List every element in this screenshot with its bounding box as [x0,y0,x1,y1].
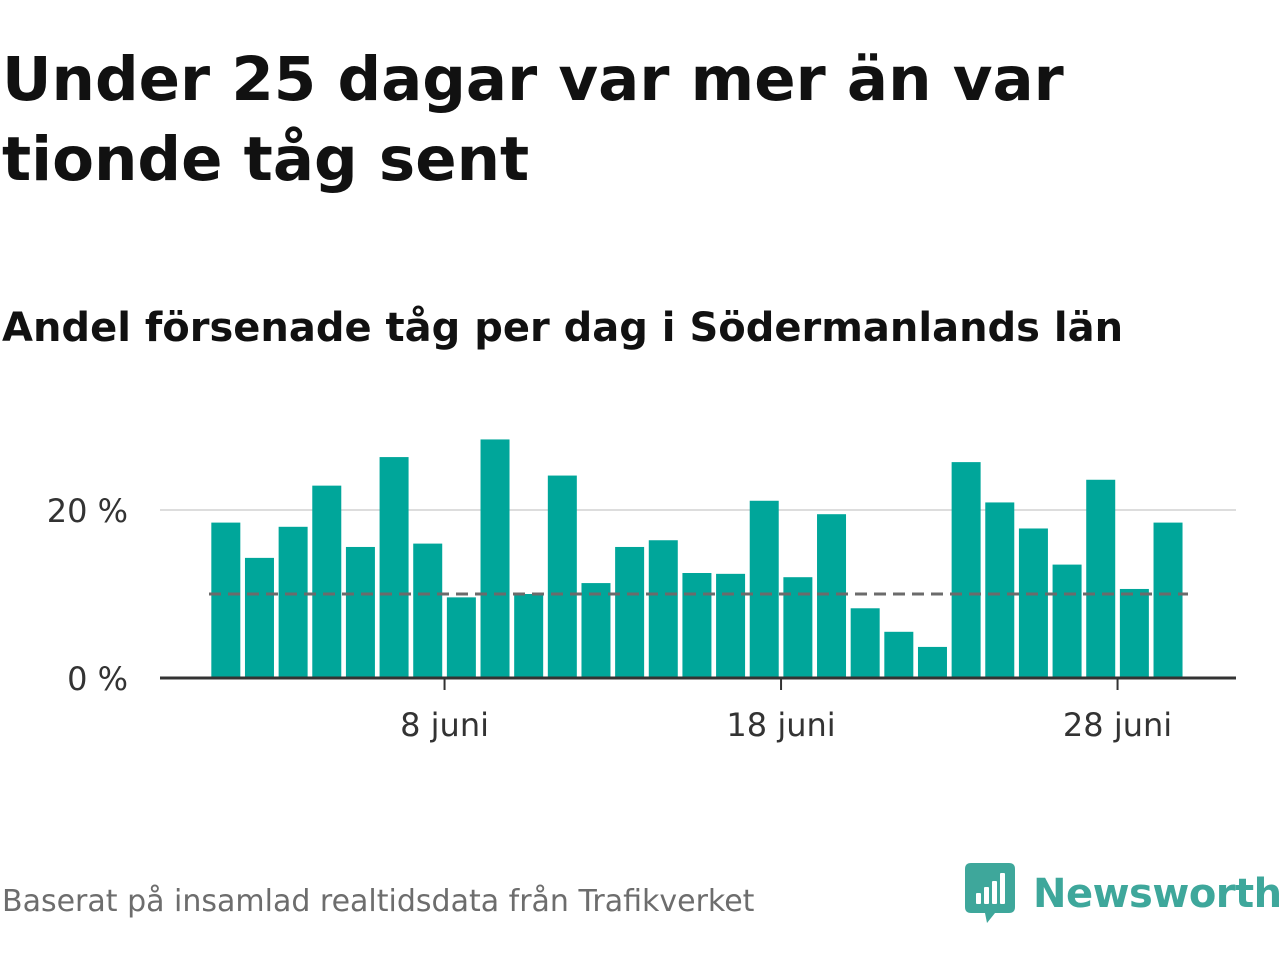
bar [547,475,577,678]
bar [446,597,476,678]
x-tick-label: 28 juni [1063,706,1172,744]
chart-title: Under 25 dagar var mer än var tionde tåg… [2,44,1064,195]
logo-text: Newsworthy [1033,871,1280,917]
bar [244,557,274,678]
bar [749,500,779,678]
x-tick-label: 8 juni [400,706,489,744]
source-note: Baserat på insamlad realtidsdata från Tr… [2,884,755,919]
bar [379,457,409,678]
bar [278,526,308,678]
bar [783,577,813,678]
bar-chart-speech-bubble-icon [965,863,1015,923]
bar [850,608,880,678]
bar [985,502,1015,678]
bar [1052,564,1082,678]
bar [1018,528,1048,678]
bars-layer [211,439,1183,678]
bar [413,543,443,678]
bar [1119,588,1149,678]
bar [615,546,645,678]
bar [581,583,611,678]
bar [951,462,981,678]
bar [917,646,947,678]
bar [514,594,544,678]
bar [480,439,510,678]
bar [648,540,678,678]
y-tick-label: 0 % [67,660,128,698]
bar [1086,479,1116,678]
bar [312,485,342,678]
axis-layer: 0 % 20 % 8 juni 18 juni 28 juni [47,492,1236,744]
bar [211,522,241,678]
bar [884,631,914,678]
x-tick-label: 18 juni [726,706,835,744]
bar [716,573,746,678]
y-tick-label: 20 % [47,492,128,530]
bar [345,546,375,678]
bar [682,573,712,678]
newsworthy-logo: Newsworthy [965,862,1280,926]
chart-subtitle: Andel försenade tåg per dag i Södermanla… [2,305,1124,351]
bar [1153,522,1183,678]
bar-chart: 0 % 20 % 8 juni 18 juni 28 juni [47,439,1236,744]
bar [817,514,847,678]
